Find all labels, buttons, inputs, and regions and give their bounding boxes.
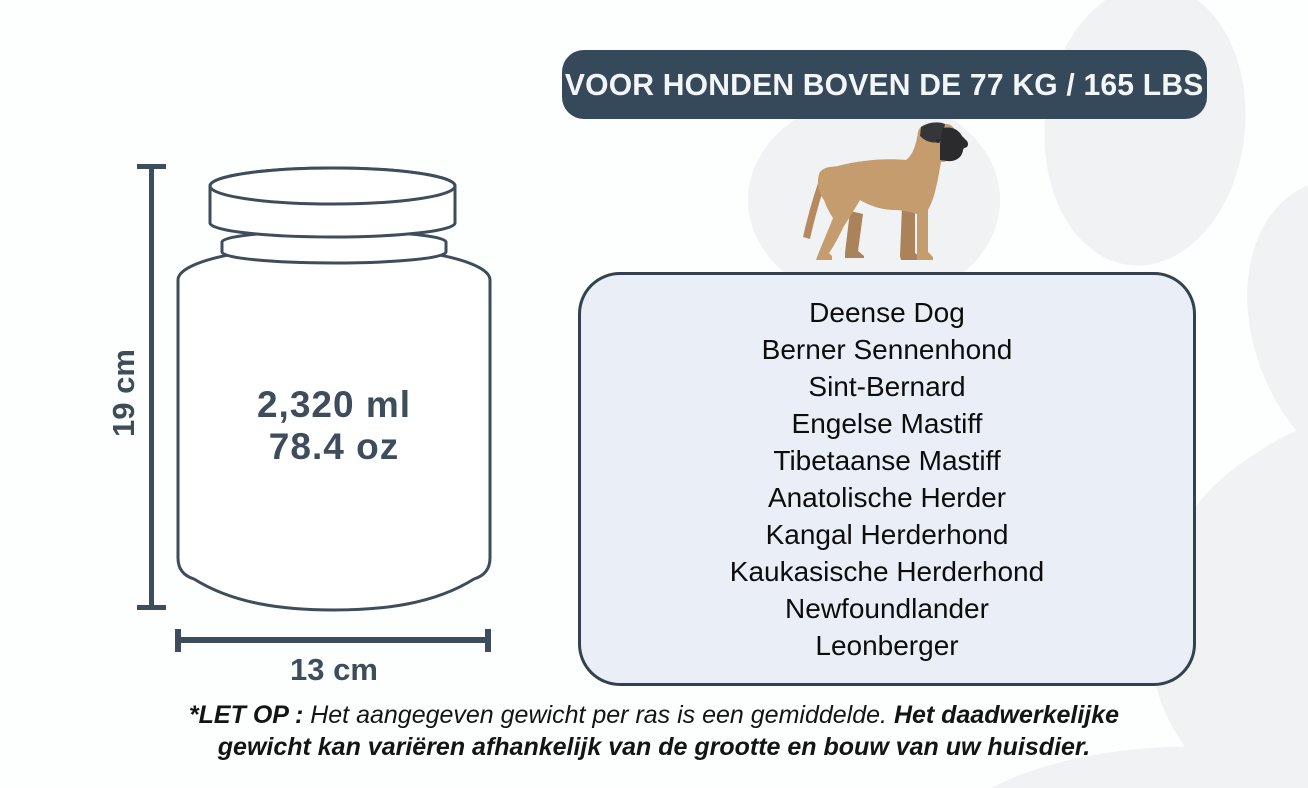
jar-volume-oz: 78.4 oz [268, 426, 400, 467]
jar-height-label: 19 cm [106, 349, 141, 437]
breed-list-item: Kaukasische Herderhond [729, 556, 1045, 587]
width-dimension-cap [485, 629, 491, 652]
breed-list-item: Engelse Mastiff [791, 408, 983, 439]
size-category-banner: VOOR HONDEN BOVEN DE 77 KG / 165 LBS [562, 50, 1207, 119]
paw-print-toe-icon [1030, 0, 1260, 276]
dog-illustration [803, 122, 968, 260]
footnote-bold-text: Het daadwerkelijke [893, 701, 1120, 729]
breed-list-item: Kangal Herderhond [765, 519, 1009, 550]
footnote-bold-text: gewicht kan variëren afhankelijk van de … [217, 733, 1091, 761]
jar-width-label: 13 cm [290, 652, 378, 687]
height-dimension-cap [137, 605, 166, 610]
jar-illustration [176, 166, 492, 612]
jar-volume-ml: 2,320 ml [256, 384, 412, 425]
breed-list-item: Sint-Bernard [808, 371, 966, 402]
breed-list-item: Leonberger [815, 630, 959, 661]
width-dimension-line [177, 637, 489, 643]
height-dimension-line [149, 166, 154, 608]
footnote-regular-text: Het aangegeven gewicht per ras is een ge… [303, 701, 894, 729]
breed-list-item: Deense Dog [809, 297, 965, 328]
banner-label: VOOR HONDEN BOVEN DE 77 KG / 165 LBS [565, 66, 1204, 102]
breed-list-item: Anatolische Herder [767, 482, 1007, 513]
breed-list-item: Tibetaanse Mastiff [773, 445, 1001, 476]
footnote: *LET OP : Het aangegeven gewicht per ras… [104, 699, 1204, 763]
height-dimension-cap [137, 164, 166, 169]
footnote-warning-prefix: *LET OP : [188, 701, 304, 729]
breed-list-item: Berner Sennenhond [761, 334, 1013, 365]
jar-volume: 2,320 ml 78.4 oz [174, 384, 494, 468]
width-dimension-cap [175, 629, 181, 652]
breed-list-item: Newfoundlander [785, 593, 989, 624]
breed-list-box: Deense Dog Berner Sennenhond Sint-Bernard E… [578, 272, 1196, 686]
